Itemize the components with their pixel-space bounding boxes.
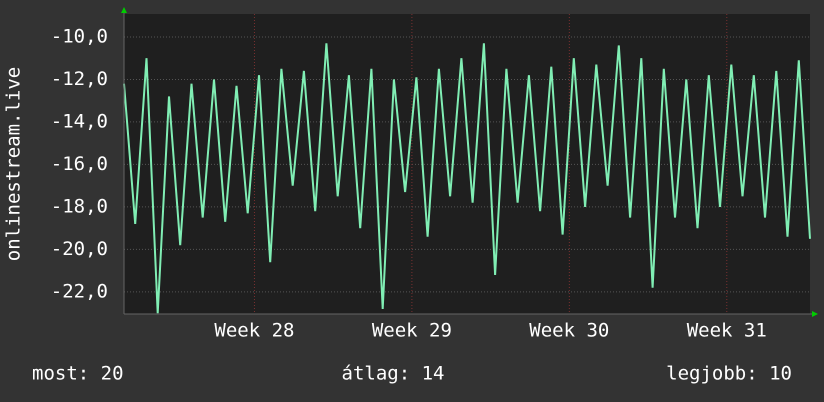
y-tick-label: -16,0 [51,153,108,175]
x-tick-label: Week 29 [372,320,452,342]
axis-arrow [812,311,818,317]
footer-text: átlag: 14 [342,363,445,385]
data-line [123,43,811,314]
y-tick-label: -14,0 [51,110,108,132]
x-tick-label: Week 31 [687,320,767,342]
y-tick-label: -22,0 [51,280,108,302]
x-tick-label: Week 30 [529,320,609,342]
y-tick-label: -10,0 [51,25,108,47]
x-tick-label: Week 28 [214,320,294,342]
y-tick-label: -12,0 [51,68,108,90]
y-axis-label: onlinestream.live [3,67,25,261]
footer-text: legjobb: 10 [666,363,792,385]
y-tick-label: -20,0 [51,238,108,260]
axis-arrow [121,7,127,13]
footer-text: most: 20 [32,363,124,385]
y-tick-label: -18,0 [51,195,108,217]
